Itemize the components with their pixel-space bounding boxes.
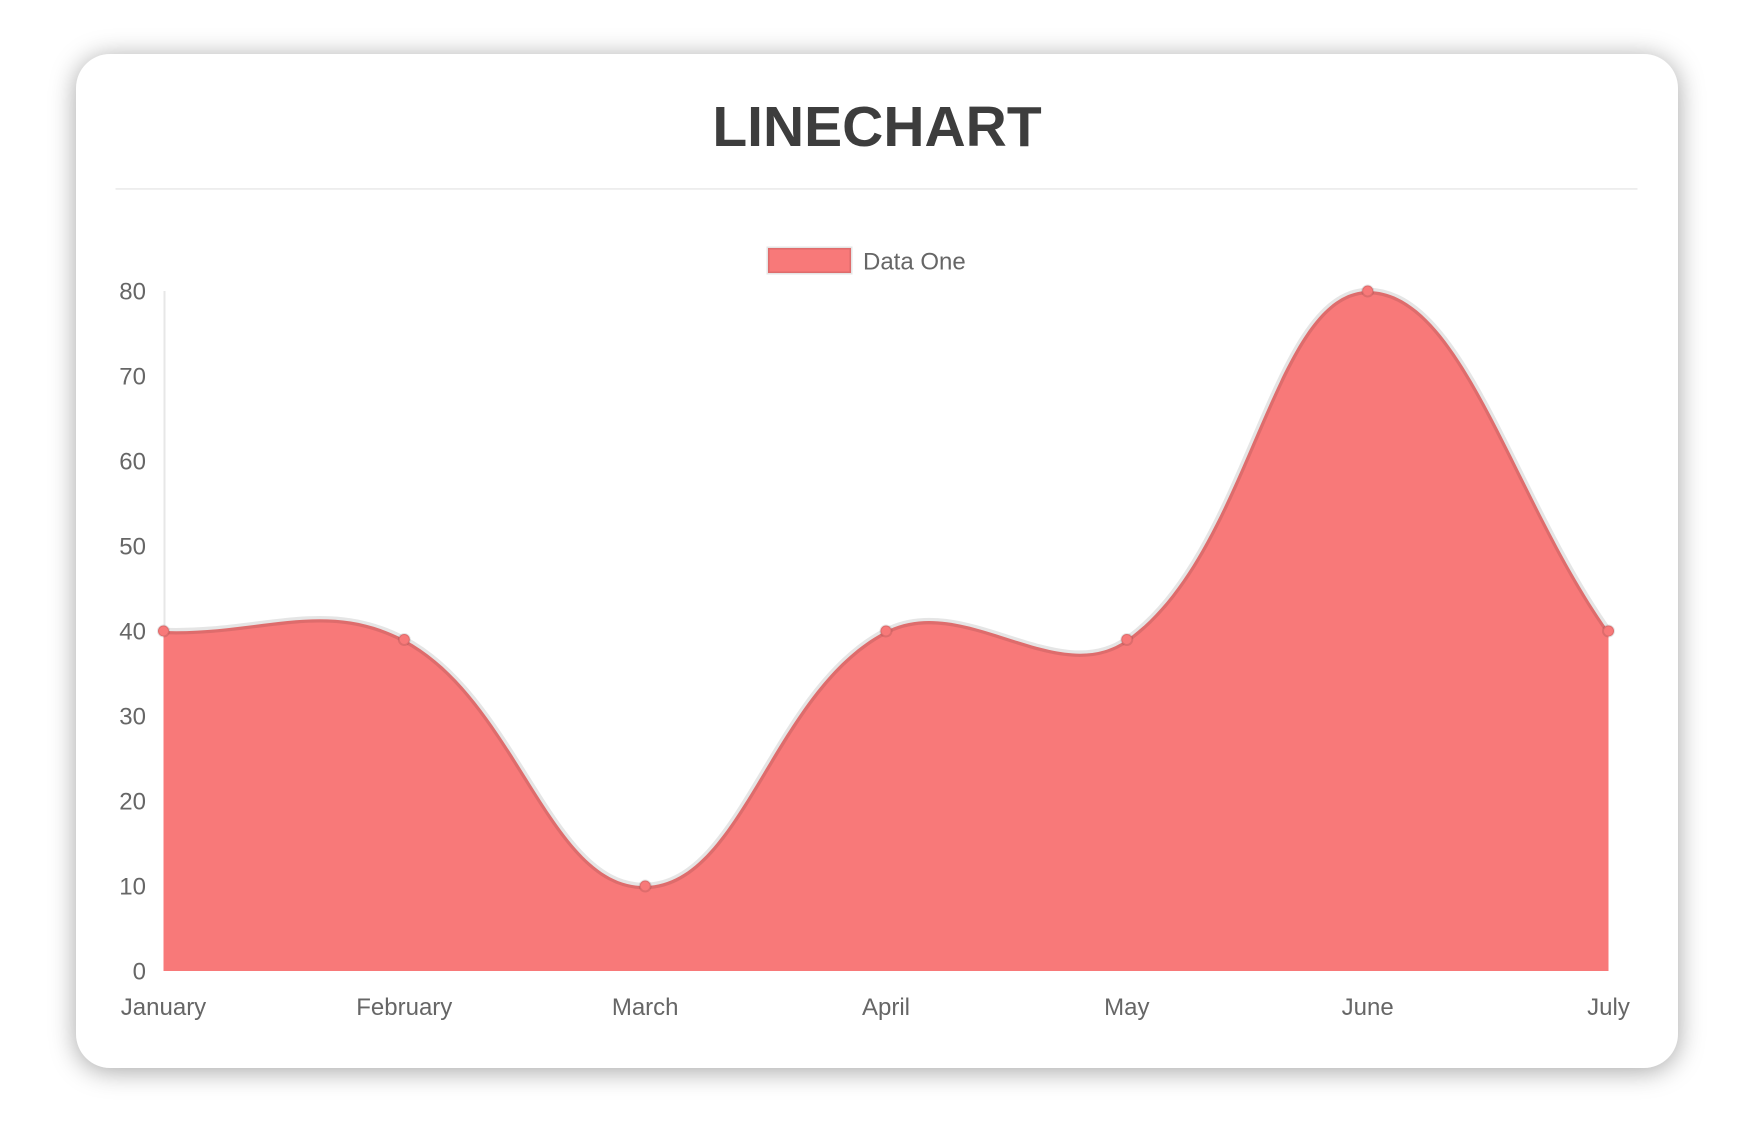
svg-text:40: 40	[119, 619, 146, 646]
svg-text:20: 20	[119, 789, 146, 816]
svg-text:30: 30	[119, 704, 146, 731]
svg-text:April: April	[862, 994, 910, 1021]
svg-text:70: 70	[119, 364, 146, 391]
svg-text:February: February	[356, 994, 452, 1021]
svg-text:June: June	[1342, 994, 1394, 1021]
svg-text:LINECHART: LINECHART	[712, 95, 1041, 159]
svg-text:March: March	[612, 994, 679, 1021]
svg-text:60: 60	[119, 449, 146, 476]
svg-text:0: 0	[133, 959, 146, 986]
svg-text:January: January	[121, 994, 206, 1021]
svg-text:Data One: Data One	[863, 249, 966, 276]
svg-text:July: July	[1587, 994, 1630, 1021]
svg-text:10: 10	[119, 874, 146, 901]
svg-text:May: May	[1104, 994, 1149, 1021]
svg-text:80: 80	[119, 279, 146, 306]
svg-text:50: 50	[119, 534, 146, 561]
